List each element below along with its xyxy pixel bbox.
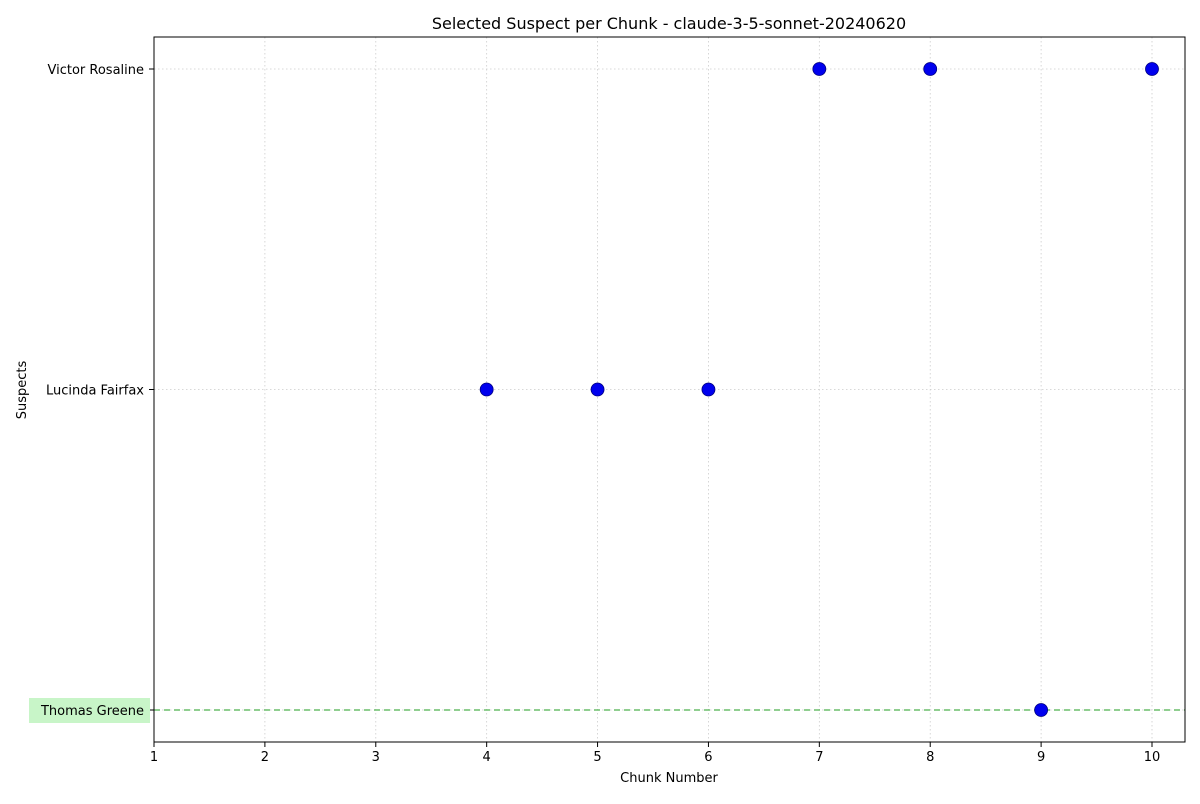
x-tick-label: 4 <box>483 750 491 765</box>
data-point <box>701 382 716 397</box>
data-point <box>923 62 938 76</box>
data-point <box>1145 62 1159 76</box>
x-tick-label: 1 <box>150 750 158 765</box>
y-tick-label: Thomas Greene <box>40 704 144 719</box>
data-points <box>479 62 1159 717</box>
x-tick-label: 8 <box>926 750 934 765</box>
data-point <box>590 382 605 397</box>
y-axis-label: Suspects <box>15 361 30 420</box>
y-axis-ticks: Thomas Greene Lucinda Fairfax Victor Rosal… <box>29 63 154 723</box>
x-axis-ticks: 1 2 3 4 5 6 7 8 9 10 <box>150 742 1160 765</box>
y-tick-label: Lucinda Fairfax <box>46 384 144 399</box>
x-tick-label: 5 <box>593 750 601 765</box>
data-point <box>812 62 827 76</box>
grid-lines <box>153 37 1185 742</box>
x-tick-label: 6 <box>704 750 712 765</box>
x-tick-label: 10 <box>1144 750 1161 765</box>
x-tick-label: 2 <box>261 750 269 765</box>
x-tick-label: 9 <box>1037 750 1045 765</box>
chart-title: Selected Suspect per Chunk - claude-3-5-… <box>432 14 906 33</box>
data-point <box>479 382 494 397</box>
y-tick-label: Victor Rosaline <box>48 63 145 78</box>
x-tick-label: 3 <box>372 750 380 765</box>
y-tick-highlight <box>29 698 150 723</box>
x-axis-label: Chunk Number <box>620 771 718 786</box>
data-point <box>1034 703 1049 717</box>
x-tick-label: 7 <box>815 750 823 765</box>
